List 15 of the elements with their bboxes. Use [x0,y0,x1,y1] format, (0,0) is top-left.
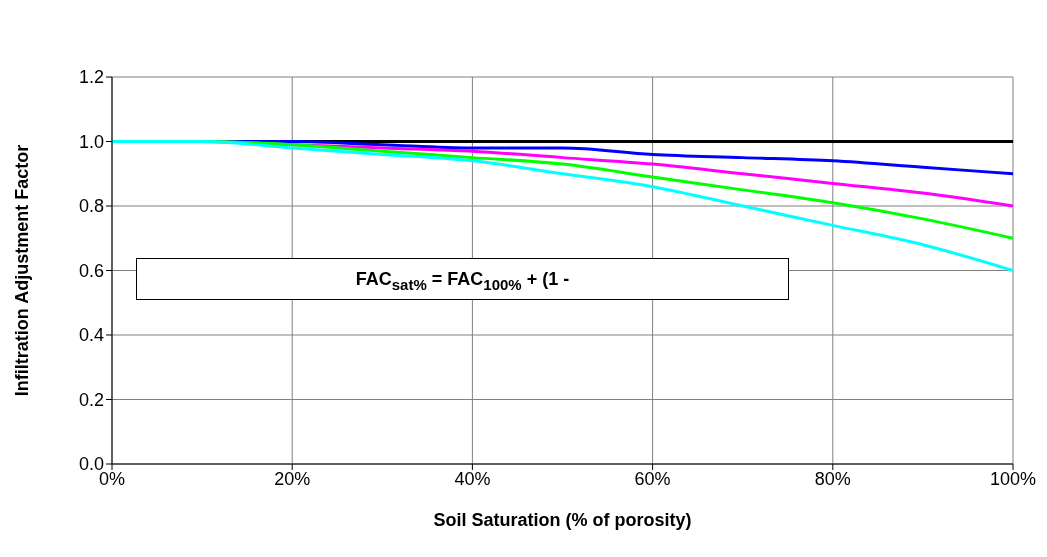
y-tick-label: 1.0 [78,131,104,152]
x-tick-label: 80% [814,468,851,489]
annotation: FAC$_{sat%}$ = FAC$_{100%}$ + (1 - [355,269,570,293]
y-tick-label: 0.8 [78,196,104,217]
y-tick-label: 0.6 [78,260,104,281]
y-tick-label: 0.4 [78,325,104,346]
x-tick-label: 20% [274,468,311,489]
x-tick-label: 100% [989,468,1037,489]
y-tick-label: 0.2 [78,389,104,410]
line-series [112,140,1013,272]
x-tick-label: 60% [634,468,671,489]
y-axis-title: Infiltration Adjustment Factor [12,144,33,397]
y-tick-label: 1.2 [78,67,104,88]
x-tick-label: 40% [454,468,491,489]
x-axis-title: Soil Saturation (% of porosity) [433,510,692,530]
